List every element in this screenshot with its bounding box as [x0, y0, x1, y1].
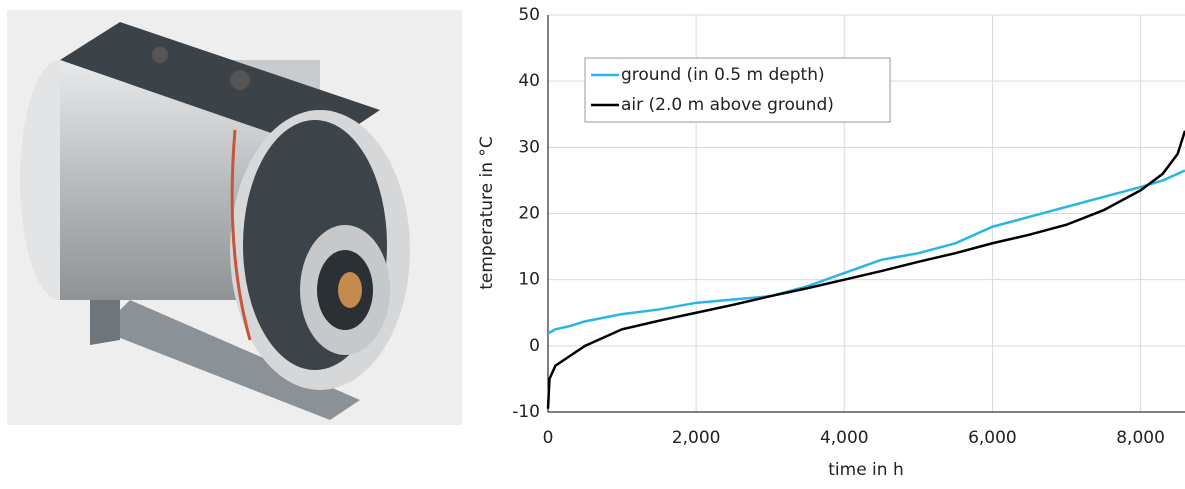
- x-axis-label: time in h: [828, 460, 904, 480]
- y-tick-label: -10: [512, 402, 540, 422]
- y-tick-label: 50: [518, 5, 540, 25]
- y-tick-label: 40: [518, 71, 540, 91]
- legend-label: air (2.0 m above ground): [621, 95, 834, 115]
- y-tick-label: 0: [529, 336, 540, 356]
- legend-label: ground (in 0.5 m depth): [621, 65, 825, 85]
- boiler-photo: [7, 10, 462, 425]
- series-line: [546, 130, 1185, 409]
- series-line: [548, 169, 1185, 334]
- y-tick-label: 20: [518, 204, 540, 224]
- y-axis-label: temperature in °C: [477, 136, 497, 290]
- y-tick-label: 10: [518, 270, 540, 290]
- x-tick-label: 4,000: [820, 428, 869, 448]
- legend-box: [584, 57, 891, 123]
- x-tick-label: 6,000: [968, 428, 1017, 448]
- x-tick-label: 0: [543, 428, 554, 448]
- chart: temperature in °C time in h: [477, 136, 904, 480]
- x-tick-label: 8,000: [1116, 428, 1165, 448]
- x-tick-label: 2,000: [672, 428, 721, 448]
- y-tick-label: 30: [518, 137, 540, 157]
